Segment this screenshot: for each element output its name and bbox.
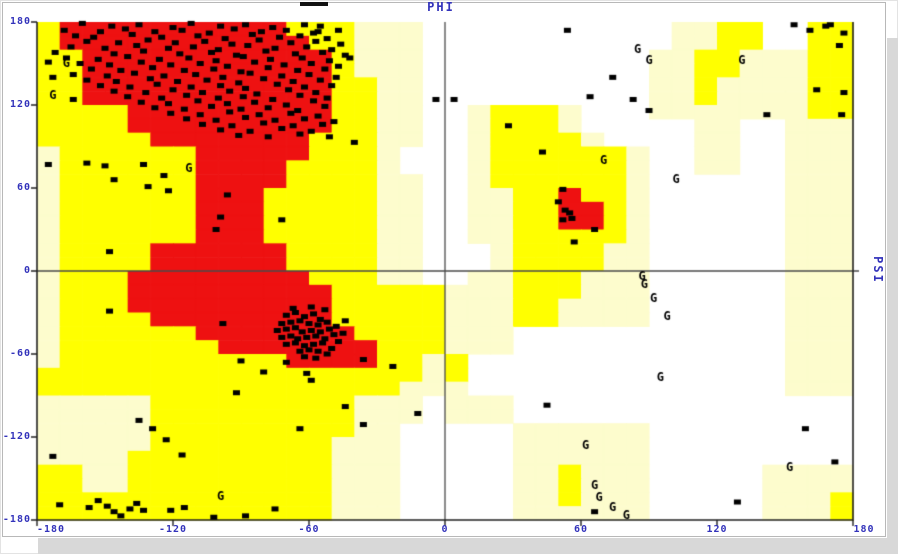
y-tick-label: 180 xyxy=(9,16,31,27)
x-tick-label: 60 xyxy=(573,524,589,535)
y-tick-label: -180 xyxy=(2,514,31,525)
x-tick-label: 180 xyxy=(853,524,875,535)
y-axis-title: PSI xyxy=(871,256,885,284)
x-tick-label: -180 xyxy=(36,524,66,535)
y-tick-label: -60 xyxy=(9,348,31,359)
x-tick-label: -120 xyxy=(158,524,188,535)
x-tick-label: -60 xyxy=(298,524,320,535)
y-tick-label: -120 xyxy=(2,431,31,442)
y-tick-label: 60 xyxy=(16,182,31,193)
x-axis-title: PHI xyxy=(427,0,455,14)
y-tick-label: 120 xyxy=(9,99,31,110)
x-tick-label: 0 xyxy=(441,524,449,535)
y-tick-label: 0 xyxy=(23,265,31,276)
cropped-text-mark xyxy=(300,2,328,6)
x-tick-label: 120 xyxy=(706,524,728,535)
